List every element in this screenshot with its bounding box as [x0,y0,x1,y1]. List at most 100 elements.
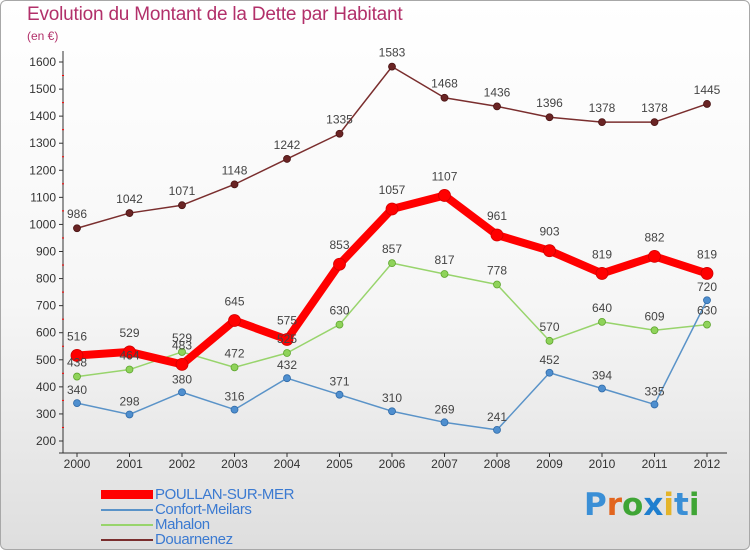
data-point-mahalon [388,259,396,268]
data-point-poullan [70,349,84,362]
data-point-confort [493,426,501,434]
data-label-mahalon: 529 [172,331,192,345]
data-label-confort: 371 [329,375,349,389]
chart-title: Evolution du Montant de la Dette par Hab… [27,4,403,25]
y-tick-label: 1300 [29,136,56,150]
data-point-confort [388,407,396,416]
data-label-confort: 269 [434,402,454,416]
data-label-douarnenez: 1148 [222,163,248,177]
data-point-confort [125,410,134,419]
data-label-poullan: 645 [224,295,244,309]
data-point-poullan [700,267,714,280]
data-point-poullan [280,333,294,346]
data-point-mahalon [178,348,186,356]
data-point-poullan [123,345,136,359]
data-point-poullan [595,267,609,280]
data-label-confort: 394 [592,368,612,382]
y-tick-label: 400 [36,380,56,394]
data-label-mahalon: 817 [434,253,454,267]
x-tick-label: 2012 [694,457,721,471]
data-point-mahalon [283,349,291,357]
data-point-mahalon [335,320,344,329]
data-point-confort [73,399,81,408]
y-tick-label: 300 [36,407,56,421]
data-label-douarnenez: 1335 [326,113,353,127]
data-point-douarnenez [493,102,501,111]
data-label-confort: 340 [67,383,87,397]
x-tick-label: 2003 [221,457,248,471]
data-label-douarnenez: 1242 [274,138,301,152]
data-point-mahalon [545,336,554,345]
data-point-confort [440,418,449,427]
data-point-douarnenez [125,209,134,217]
legend-swatch-douarnenez [101,539,153,541]
x-tick-label: 2002 [169,457,196,471]
data-label-poullan: 961 [487,209,507,223]
data-label-mahalon: 525 [277,332,297,346]
data-label-poullan: 819 [592,247,612,261]
data-point-confort [545,368,554,377]
y-tick-label: 1600 [29,55,56,69]
data-label-douarnenez: 1071 [169,184,196,198]
data-label-poullan: 483 [172,338,192,352]
data-label-poullan: 516 [67,329,87,343]
data-point-mahalon [650,326,659,335]
data-point-douarnenez [178,201,186,210]
data-label-mahalon: 857 [382,242,402,256]
data-point-douarnenez [650,118,659,126]
data-label-mahalon: 438 [67,356,87,370]
y-tick-label: 200 [36,434,56,448]
legend-label-mahalon: Mahalon [155,516,210,533]
data-point-mahalon [73,372,81,381]
data-label-poullan: 575 [277,313,297,327]
x-tick-label: 2011 [642,457,668,471]
data-label-douarnenez: 1378 [589,101,616,115]
data-label-douarnenez: 1468 [431,77,458,91]
data-point-poullan [175,357,189,371]
y-tick-label: 800 [36,272,56,286]
data-point-douarnenez [545,113,554,122]
data-point-confort [178,388,186,397]
data-point-douarnenez [230,180,239,189]
proxiti-logo: Proxiti [584,487,700,523]
data-point-poullan [385,202,399,216]
data-point-mahalon [493,280,501,289]
data-label-confort: 452 [539,353,559,367]
x-tick-label: 2005 [326,457,353,471]
data-label-poullan: 853 [329,238,349,252]
x-tick-label: 2001 [116,457,143,471]
data-label-mahalon: 472 [224,346,244,360]
x-tick-label: 2008 [484,457,511,471]
y-tick-label: 1200 [29,163,56,177]
data-point-douarnenez [598,118,606,126]
data-point-mahalon [598,317,606,326]
data-label-mahalon: 570 [539,320,559,334]
data-label-mahalon: 778 [487,264,507,278]
y-tick-label: 1100 [30,190,56,204]
data-label-poullan: 882 [644,230,664,244]
y-tick-label: 1500 [29,82,56,96]
data-point-douarnenez [440,93,449,102]
x-tick-label: 2009 [536,457,563,471]
y-tick-label: 1400 [29,109,56,123]
data-label-douarnenez: 1445 [694,83,721,97]
x-tick-label: 2006 [379,457,406,471]
y-tick-label: 900 [36,245,56,259]
data-label-mahalon: 630 [697,304,717,318]
data-label-douarnenez: 1583 [379,46,406,60]
legend-label-douarnenez: Douarnenez [155,531,233,548]
data-label-confort: 380 [172,372,192,386]
data-label-douarnenez: 986 [67,207,87,221]
data-point-mahalon [440,270,449,278]
data-point-poullan [543,244,556,258]
data-label-mahalon: 464 [119,349,139,363]
data-point-confort [335,390,344,399]
data-label-poullan: 529 [119,326,139,340]
legend-swatch-poullan [101,490,153,499]
data-point-confort [650,400,659,409]
data-label-poullan: 819 [697,247,717,261]
data-point-poullan [648,249,661,263]
data-label-poullan: 903 [539,225,559,239]
legend-swatch-confort [101,509,153,511]
data-label-confort: 432 [277,358,297,372]
